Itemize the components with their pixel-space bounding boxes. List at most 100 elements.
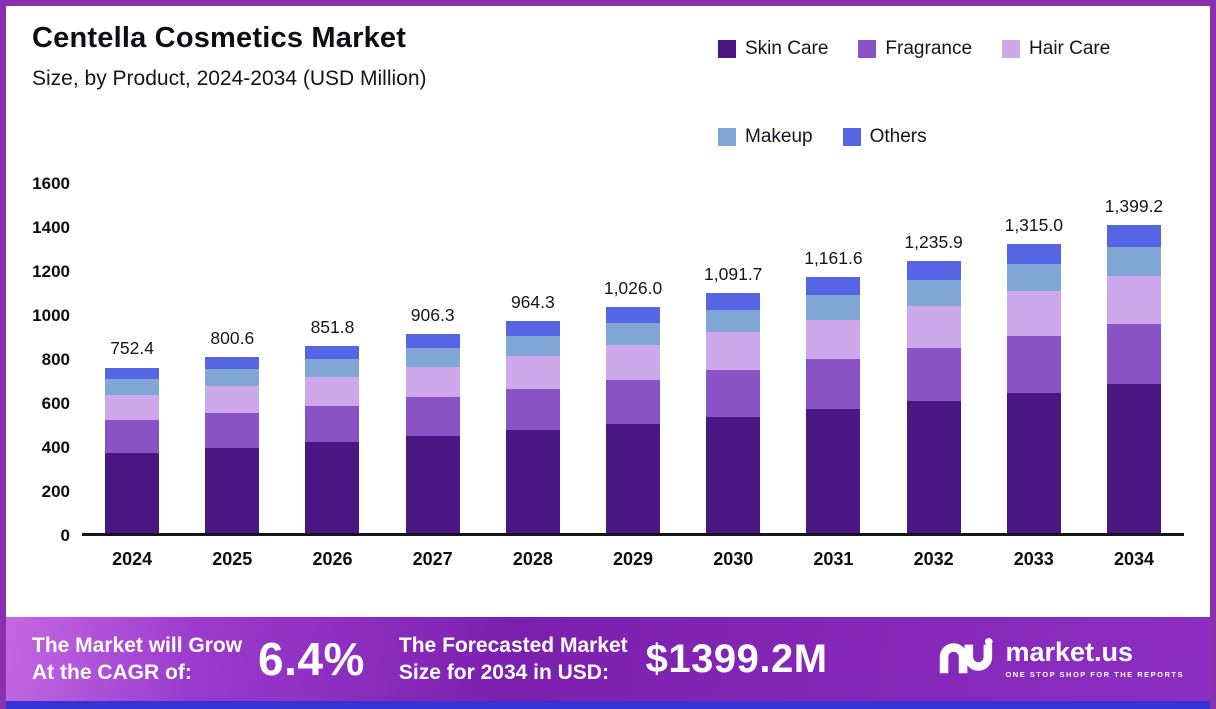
legend-label: Hair Care	[1029, 38, 1111, 59]
bar-segment-makeup	[105, 379, 160, 395]
bar-segment-makeup	[205, 369, 260, 386]
y-axis-tick-label: 800	[41, 350, 70, 369]
logo-name: market.us	[1005, 637, 1134, 667]
bar-segment-hair-care	[305, 376, 360, 406]
bar-segment-skin-care	[105, 452, 160, 533]
bar-2027: 906.3	[383, 184, 483, 533]
bar-segment-hair-care	[505, 355, 560, 389]
x-axis-label-2034: 2034	[1113, 548, 1154, 569]
bar-segment-makeup	[1006, 263, 1061, 292]
legend-item-makeup: Makeup	[718, 124, 813, 150]
x-axis-label-2025: 2025	[212, 548, 253, 569]
bar-segment-makeup	[305, 358, 360, 377]
plot-body: 0 200 400 600 800 1000 1200 1400 1600 752.4 800.6…	[20, 174, 1184, 545]
bar-segment-hair-care	[706, 332, 761, 370]
marketus-logo-text: market.us ONE STOP SHOP FOR THE REPORTS	[1005, 637, 1184, 680]
bar-total-label: 800.6	[210, 327, 255, 348]
chart-subtitle: Size, by Product, 2024-2034 (USD Million…	[32, 67, 427, 90]
footer-banner: The Market will Grow At the CAGR of: 6.4…	[6, 617, 1210, 701]
bar-segment-makeup	[1106, 246, 1161, 276]
bar-total-label: 964.3	[510, 291, 555, 312]
x-axis-label-2029: 2029	[613, 548, 654, 569]
forecast-value: $1399.2M	[645, 636, 828, 681]
bar-segment-skin-care	[505, 430, 560, 533]
x-axis: 2024 2025 2026 2027 2028 2029 2030 2031 2032 2033…	[82, 536, 1184, 582]
bar-segment-others	[105, 367, 160, 380]
bar-segment-fragrance	[706, 369, 761, 417]
bar-stack	[706, 292, 761, 533]
title-block: Centella Cosmetics Market Size, by Produ…	[32, 22, 427, 150]
y-axis-tick-label: 1200	[32, 262, 70, 281]
chart-area: 0 200 400 600 800 1000 1200 1400 1600 752.4 800.6…	[6, 174, 1210, 582]
bar-total-label: 1,399.2	[1104, 196, 1164, 217]
y-axis-tick-label: 600	[41, 394, 70, 413]
bar-stack	[305, 345, 360, 533]
bar-total-label: 1,026.0	[603, 278, 663, 299]
bar-segment-skin-care	[706, 416, 761, 533]
legend-label: Makeup	[745, 126, 813, 147]
bar-segment-skin-care	[806, 409, 861, 533]
legend-swatch-makeup	[718, 128, 736, 146]
chart-card: Centella Cosmetics Market Size, by Produ…	[6, 6, 1210, 617]
y-axis-tick-label: 1400	[32, 218, 70, 237]
bar-2034: 1,399.2	[1084, 184, 1184, 533]
bar-total-label: 1,091.7	[704, 263, 763, 284]
y-axis-tick-label: 200	[41, 482, 70, 501]
bar-segment-fragrance	[906, 348, 961, 402]
bar-segment-fragrance	[606, 379, 661, 424]
bar-total-label: 1,315.0	[1004, 214, 1063, 235]
legend-item-others: Others	[842, 124, 927, 150]
bar-total-label: 1,235.9	[904, 232, 963, 253]
y-axis-tick-label: 1000	[32, 306, 70, 325]
forecast-caption-line2: Size for 2034 in USD:	[398, 661, 609, 684]
bar-2030: 1,091.7	[683, 184, 783, 533]
legend-swatch-hair-care	[1002, 40, 1021, 58]
y-axis-tick-label: 1600	[32, 174, 70, 193]
bar-total-label: 752.4	[110, 338, 154, 359]
bar-segment-others	[405, 333, 460, 348]
bar-segment-others	[806, 277, 861, 296]
bar-stack	[806, 277, 861, 533]
logo-tagline: ONE STOP SHOP FOR THE REPORTS	[1005, 670, 1184, 679]
bar-segment-skin-care	[405, 436, 460, 533]
cagr-caption: The Market will Grow At the CAGR of:	[32, 632, 242, 687]
bar-segment-hair-care	[205, 385, 260, 414]
bar-segment-skin-care	[1106, 383, 1161, 533]
bar-segment-skin-care	[1006, 392, 1061, 533]
bar-total-label: 851.8	[310, 316, 355, 337]
bar-segment-fragrance	[105, 420, 160, 453]
x-axis-label-2032: 2032	[913, 548, 954, 569]
bar-segment-skin-care	[606, 423, 661, 533]
bar-stack	[105, 367, 160, 533]
legend-label: Skin Care	[745, 38, 829, 59]
legend-item-fragrance: Fragrance	[858, 36, 972, 62]
bar-2026: 851.8	[282, 184, 382, 533]
bar-segment-fragrance	[205, 413, 260, 448]
chart-header: Centella Cosmetics Market Size, by Produ…	[6, 6, 1210, 150]
bar-segment-skin-care	[205, 447, 260, 533]
bar-stack	[1106, 225, 1161, 533]
y-axis-tick-label: 0	[60, 526, 70, 545]
x-axis-label-2026: 2026	[312, 548, 353, 569]
legend-swatch-fragrance	[858, 40, 877, 58]
forecast-caption: The Forecasted Market Size for 2034 in U…	[399, 632, 628, 687]
bar-segment-hair-care	[405, 366, 460, 398]
legend-label: Fragrance	[885, 38, 973, 59]
bar-segment-others	[706, 292, 761, 310]
x-axis-label-2027: 2027	[412, 548, 453, 569]
x-axis-label-2030: 2030	[713, 548, 754, 569]
bar-segment-makeup	[505, 335, 560, 356]
legend-swatch-others	[842, 128, 861, 146]
bar-segment-others	[906, 261, 961, 281]
x-axis-label-2028: 2028	[512, 548, 553, 569]
bar-stack	[405, 333, 460, 533]
bar-segment-others	[606, 307, 661, 324]
y-axis-tick-label: 400	[41, 438, 70, 457]
y-axis: 0 200 400 600 800 1000 1200 1400 1600	[20, 174, 82, 545]
cagr-caption-line1: The Market will Grow	[32, 633, 243, 657]
marketus-logo-icon	[936, 637, 994, 682]
bar-segment-makeup	[405, 347, 460, 367]
bar-2024: 752.4	[82, 184, 182, 533]
chart-title: Centella Cosmetics Market	[32, 22, 407, 54]
